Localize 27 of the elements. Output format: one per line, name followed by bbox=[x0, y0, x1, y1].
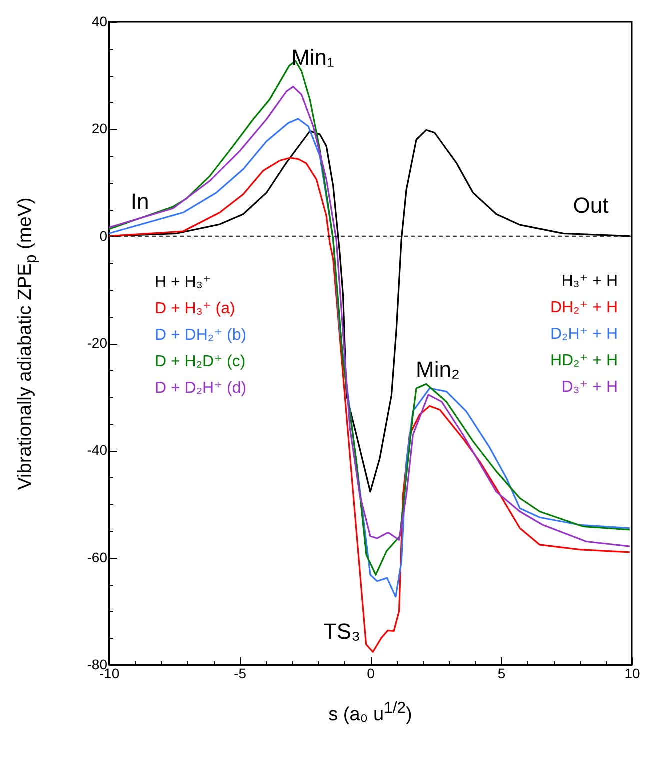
x-tick-label: 5 bbox=[498, 666, 506, 682]
text: D + D₂H⁺ (d) bbox=[155, 380, 247, 397]
annotation: D₂H⁺ + H bbox=[550, 326, 618, 343]
y-tick-label: 0 bbox=[100, 228, 108, 244]
text: D + H₂D⁺ (c) bbox=[155, 354, 246, 370]
annotation: Min₁ bbox=[292, 45, 334, 70]
line-series bbox=[109, 157, 631, 653]
annotation: H₃⁺ + H bbox=[562, 273, 618, 290]
x-tick-label: 0 bbox=[367, 666, 376, 682]
annotation: Out bbox=[573, 193, 609, 218]
text: H + H₃⁺ bbox=[155, 274, 212, 291]
annotation: D₃⁺ + H bbox=[562, 379, 618, 396]
annotation: HD₂⁺ + H bbox=[550, 352, 618, 370]
annotation: Min₂ bbox=[416, 357, 460, 382]
y-tick-label: -20 bbox=[87, 335, 108, 351]
y-tick-label: 40 bbox=[92, 14, 108, 30]
y-tick-label: 20 bbox=[92, 120, 108, 137]
x-axis-title: s (a₀ u$^{1/2}$) bbox=[328, 700, 414, 726]
x-tick-label: -5 bbox=[234, 666, 247, 682]
y-tick-label: -40 bbox=[87, 442, 108, 458]
text: D + H₃⁺ (a) bbox=[155, 300, 236, 318]
annotation: DH₂⁺ + H bbox=[550, 300, 618, 316]
annotation: In bbox=[130, 189, 150, 214]
y-tick-label: -60 bbox=[87, 549, 108, 566]
text: D + DH₂⁺ (b) bbox=[155, 327, 247, 344]
x-tick-label: 10 bbox=[624, 666, 640, 682]
annotation: TS₃ bbox=[323, 619, 361, 644]
